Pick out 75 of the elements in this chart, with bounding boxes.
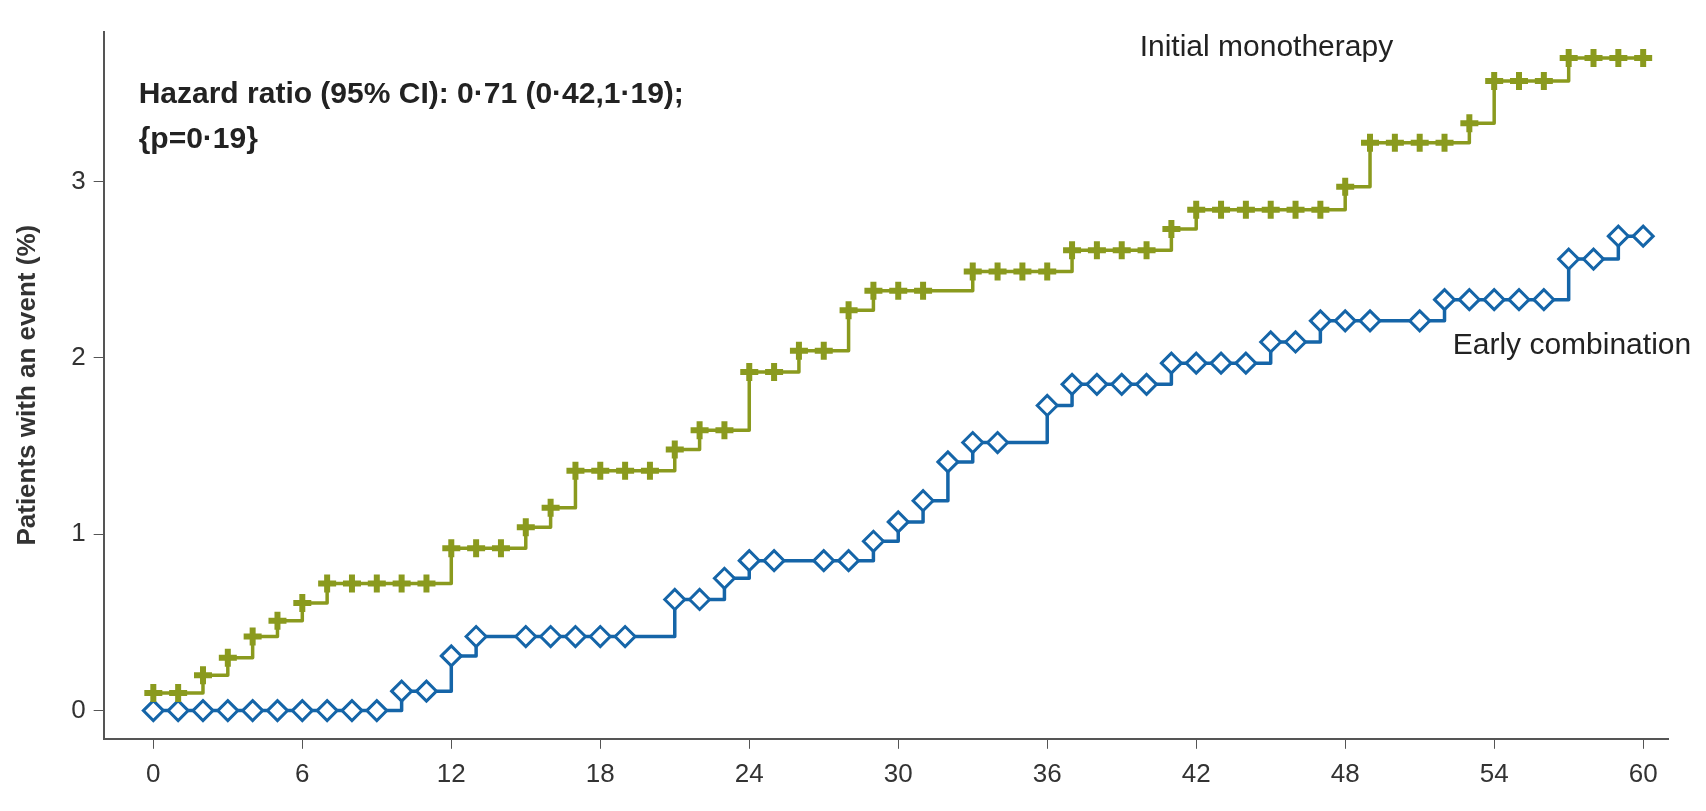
point [911, 489, 935, 513]
point [1532, 288, 1556, 312]
y-tick-label: 3 [71, 164, 86, 195]
point [539, 625, 563, 649]
x-tick-label: 36 [1032, 757, 1062, 788]
point [1631, 224, 1655, 248]
point [1259, 330, 1283, 354]
point [1582, 247, 1606, 271]
x-tick-label: 48 [1330, 757, 1360, 788]
point [1433, 288, 1457, 312]
point [1159, 351, 1183, 375]
point [1308, 309, 1332, 333]
point [1234, 351, 1258, 375]
x-tick-label: 30 [883, 757, 913, 788]
point [1110, 372, 1134, 396]
point [365, 699, 389, 723]
x-tick-label: 18 [585, 757, 615, 788]
point [1085, 372, 1109, 396]
point [514, 625, 538, 649]
y-tick-label: 2 [71, 341, 86, 372]
point [1209, 351, 1233, 375]
point [1507, 288, 1531, 312]
point [588, 625, 612, 649]
point [1284, 330, 1308, 354]
point [1482, 288, 1506, 312]
point [290, 699, 314, 723]
y-axis-title: Patients with an event (%) [10, 224, 41, 546]
point [837, 549, 861, 573]
x-tick-label: 60 [1628, 757, 1658, 788]
text: Initial monotherapy [1139, 29, 1394, 63]
x-tick-label: 24 [734, 757, 764, 788]
point [936, 450, 960, 474]
point [663, 587, 687, 611]
point [166, 699, 190, 723]
point [1457, 288, 1481, 312]
x-tick-label: 6 [295, 757, 310, 788]
point [1060, 372, 1084, 396]
x-tick-label: 12 [436, 757, 466, 788]
point [315, 699, 339, 723]
point [1358, 309, 1382, 333]
y-tick-label: 1 [71, 517, 86, 548]
point [241, 699, 265, 723]
point [439, 644, 463, 668]
point [986, 431, 1010, 455]
point [737, 549, 761, 573]
x-tick-label: 42 [1181, 757, 1211, 788]
point [688, 587, 712, 611]
point [961, 431, 985, 455]
x-tick-label: 54 [1479, 757, 1509, 788]
point [1408, 309, 1432, 333]
x-tick-label: 0 [146, 757, 161, 788]
point [712, 566, 736, 590]
series-label: Early combination [1452, 327, 1692, 361]
point [1135, 372, 1159, 396]
point [762, 549, 786, 573]
point [1557, 247, 1581, 271]
point [414, 679, 438, 703]
point [191, 699, 215, 723]
point [812, 549, 836, 573]
point [141, 699, 165, 723]
point [613, 625, 637, 649]
annotation: Hazard ratio (95% CI): 0·71 (0·42,1·19); {p=0·19} [138, 75, 684, 154]
point [265, 699, 289, 723]
point [861, 529, 885, 553]
point [1606, 224, 1630, 248]
point [216, 699, 240, 723]
point [390, 679, 414, 703]
y-tick-label: 0 [71, 693, 86, 724]
point [464, 625, 488, 649]
point [1333, 309, 1357, 333]
point [563, 625, 587, 649]
point [340, 699, 364, 723]
point [886, 510, 910, 534]
point [1035, 393, 1059, 417]
point [1184, 351, 1208, 375]
